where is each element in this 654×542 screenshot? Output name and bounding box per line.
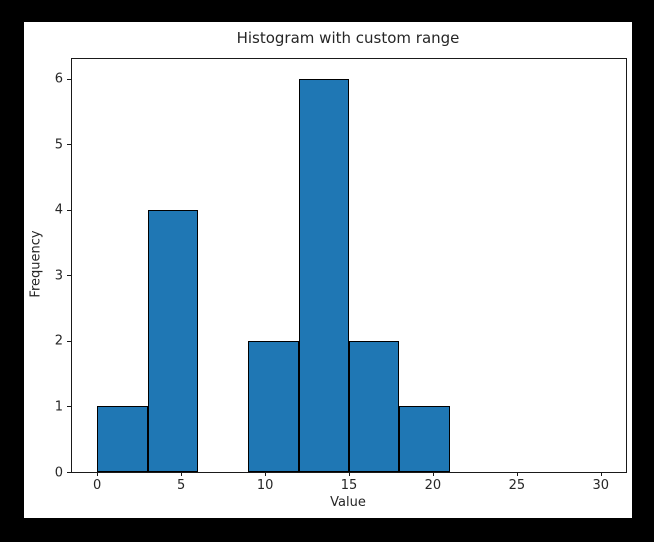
y-tick-label: 5	[54, 137, 63, 153]
y-tick-label: 2	[54, 333, 63, 349]
y-tick-mark	[67, 144, 71, 146]
histogram-bar	[399, 406, 450, 472]
y-tick-mark	[67, 406, 71, 408]
x-tick-mark	[432, 472, 434, 476]
x-tick-label: 20	[424, 478, 442, 493]
histogram-bar	[147, 209, 198, 472]
x-tick-label: 5	[176, 478, 186, 493]
y-axis-label: Frequency	[28, 230, 44, 298]
x-tick-mark	[265, 472, 267, 476]
y-tick-mark	[67, 472, 71, 473]
x-tick-mark	[600, 472, 602, 476]
y-tick-label: 3	[54, 268, 63, 284]
x-tick-label: 30	[592, 478, 610, 493]
x-tick-label: 15	[340, 478, 358, 493]
y-tick-mark	[67, 340, 71, 342]
y-tick-label: 0	[54, 465, 63, 480]
y-tick-mark	[67, 275, 71, 277]
histogram-bar	[298, 78, 349, 472]
x-tick-label: 25	[508, 478, 526, 493]
plot-area: 0 5 10 15 20 25 30 0 1 2 3 4 5 6	[55, 58, 627, 493]
histogram-bar	[97, 406, 148, 472]
histogram-bar	[248, 340, 299, 472]
x-tick-mark	[349, 472, 350, 476]
y-tick-mark	[67, 209, 71, 211]
y-tick-label: 6	[54, 71, 63, 87]
x-tick-label: 0	[93, 478, 102, 493]
x-tick-mark	[181, 472, 183, 476]
y-tick-label: 1	[54, 399, 63, 415]
x-tick-mark	[516, 472, 518, 476]
chart-title: Histogram with custom range	[236, 29, 460, 47]
x-tick-label: 10	[256, 478, 274, 493]
x-axis-label: Value	[330, 495, 366, 510]
x-tick-mark	[97, 472, 99, 476]
figure: Histogram with custom range 0 5 10 15 20 25 30…	[24, 22, 632, 518]
histogram-bar	[349, 340, 400, 472]
y-tick-mark	[67, 78, 71, 80]
y-tick-label: 4	[54, 202, 63, 218]
